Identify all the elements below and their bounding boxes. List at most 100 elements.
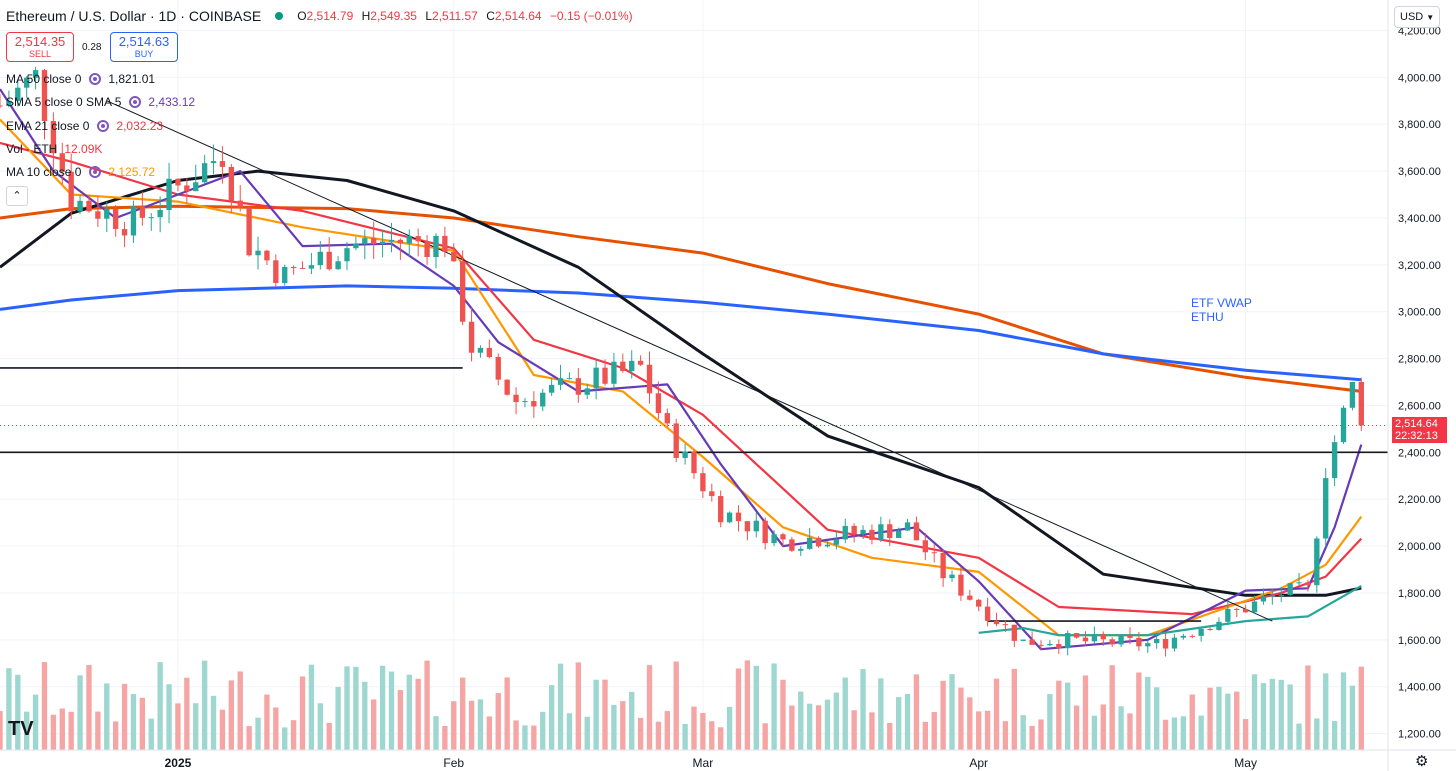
- candle-body: [611, 361, 617, 384]
- volume-bar: [1056, 680, 1062, 750]
- volume-bar: [958, 687, 964, 750]
- legend-ema21[interactable]: EMA 21 close 0 2,032.23: [6, 119, 164, 133]
- legend-volume[interactable]: Vol · ETH 12.09K: [6, 142, 103, 156]
- settings-icon[interactable]: [89, 73, 102, 85]
- volume-bar: [424, 660, 430, 750]
- candle-body: [940, 553, 946, 579]
- volume-bar: [735, 668, 742, 750]
- candle-body: [1331, 442, 1338, 479]
- legend-ma50[interactable]: MA 50 close 0 1,821.01: [6, 72, 156, 86]
- candle-body: [593, 367, 599, 389]
- volume-bar: [869, 712, 875, 750]
- candle-body: [255, 250, 261, 256]
- candle-body: [700, 473, 706, 492]
- x-tick-label: May: [1234, 756, 1257, 770]
- volume-bar: [984, 710, 991, 750]
- candle-body: [1296, 582, 1302, 584]
- volume-bar: [210, 695, 217, 750]
- settings-icon[interactable]: [129, 96, 142, 108]
- volume-bar: [1127, 713, 1133, 750]
- legend-sma5[interactable]: SMA 5 close 0 SMA 5 2,433.12: [6, 95, 196, 109]
- volume-bar: [629, 691, 635, 750]
- time-axis[interactable]: 2025 Feb Mar Apr May: [0, 749, 1456, 770]
- candle-body: [548, 384, 555, 393]
- y-tick-label: 2,800.00: [1398, 354, 1441, 366]
- candle-body: [815, 537, 822, 547]
- volume-bar: [878, 678, 884, 750]
- currency-selector[interactable]: USD ▼: [1394, 6, 1440, 28]
- legend-ma10[interactable]: MA 10 close 0 2,125.72: [6, 165, 156, 179]
- volume-bar: [993, 678, 1000, 750]
- candle-body: [824, 544, 831, 547]
- candle-body: [1082, 637, 1089, 642]
- settings-icon[interactable]: [97, 120, 110, 132]
- candle-body: [1225, 608, 1231, 622]
- volume-bar: [246, 726, 252, 750]
- candle-body: [540, 392, 546, 407]
- volume-bar: [1002, 721, 1009, 750]
- candle-body: [842, 525, 848, 540]
- candle-body: [976, 599, 982, 607]
- volume-bar: [709, 721, 715, 750]
- volume-bar: [1109, 665, 1115, 750]
- tradingview-logo[interactable]: TV: [8, 718, 34, 740]
- volume-bar: [1153, 687, 1160, 750]
- candle-body: [575, 378, 582, 395]
- volume-bar: [682, 723, 688, 750]
- settings-icon[interactable]: [89, 166, 102, 178]
- volume-bar: [15, 674, 21, 750]
- candle-body: [869, 529, 875, 540]
- volume-bar: [931, 712, 937, 750]
- candle-body: [602, 367, 608, 384]
- y-tick-label: 1,600.00: [1398, 635, 1441, 647]
- candle-body: [1073, 633, 1080, 638]
- volume-bar: [1047, 694, 1053, 750]
- candle-body: [6, 100, 12, 106]
- candle-body: [1029, 639, 1035, 645]
- volume-bar: [121, 683, 128, 750]
- collapse-legend-button[interactable]: ⌃: [6, 186, 28, 206]
- candle-body: [967, 595, 973, 600]
- candle-body: [1118, 635, 1124, 645]
- candle-body: [264, 250, 270, 261]
- y-tick-label: 1,400.00: [1398, 682, 1441, 694]
- volume-bar: [833, 692, 840, 750]
- y-tick-label: 3,000.00: [1398, 307, 1441, 319]
- sell-button[interactable]: 2,514.35 SELL: [6, 32, 74, 62]
- volume-bar: [228, 680, 235, 750]
- candle-body: [121, 229, 128, 236]
- symbol-title[interactable]: Ethereum / U.S. Dollar · 1D · COINBASE: [6, 8, 262, 24]
- gear-icon[interactable]: ⚙: [1415, 753, 1429, 770]
- candle-body: [637, 360, 644, 365]
- candle-body: [77, 200, 83, 212]
- volume-bar: [1011, 668, 1017, 750]
- last-price-tag: 2,514.64 22:32:13: [1392, 417, 1447, 444]
- candle-body: [1314, 538, 1320, 586]
- candle-body: [95, 211, 101, 219]
- candle-body: [282, 266, 288, 284]
- overlay-line: [0, 284, 1362, 382]
- candle-body: [32, 70, 39, 78]
- volume-bar: [851, 710, 857, 750]
- candle-body: [326, 251, 332, 270]
- volume-bar: [1038, 719, 1044, 750]
- volume-bar: [317, 703, 323, 750]
- candle-body: [201, 163, 208, 183]
- candle-body: [86, 200, 92, 212]
- volume-bar: [753, 665, 759, 750]
- volume-bar: [41, 662, 48, 750]
- volume-bar: [379, 665, 386, 750]
- price-axis[interactable]: 1,200.00 1,400.00 1,600.00 1,800.00 2,000.00…: [1387, 0, 1441, 771]
- volume-bar: [1091, 715, 1098, 750]
- volume-bar: [646, 665, 653, 750]
- candle-body: [522, 401, 528, 403]
- buy-button[interactable]: 2,514.63 BUY: [110, 32, 178, 62]
- volume-bar: [495, 693, 501, 750]
- volume-bar: [1162, 719, 1169, 750]
- candle-body: [673, 423, 679, 458]
- candle-body: [317, 251, 323, 266]
- volume-bar: [762, 723, 768, 750]
- volume-bar: [913, 674, 920, 750]
- volume-bar: [1331, 721, 1338, 750]
